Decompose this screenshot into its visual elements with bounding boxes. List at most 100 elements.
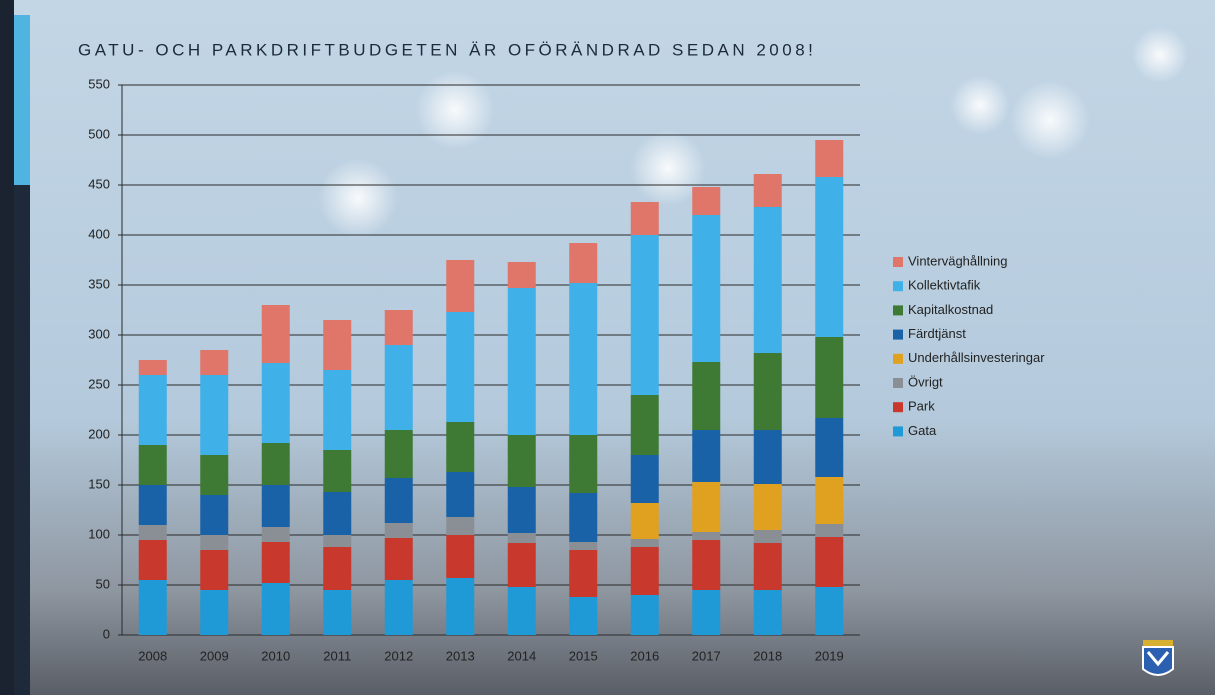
logo <box>1143 640 1173 675</box>
bar-segment <box>385 580 413 635</box>
legend-label: Vinterväghållning <box>908 253 1008 268</box>
accent-bar <box>14 15 30 185</box>
bar-segment <box>446 578 474 635</box>
x-tick-label: 2015 <box>569 648 598 663</box>
bar-segment <box>508 288 536 435</box>
x-tick-label: 2013 <box>446 648 475 663</box>
bar-segment <box>323 370 351 450</box>
legend-label: Gata <box>908 423 937 438</box>
bar-segment <box>323 547 351 590</box>
x-tick-label: 2019 <box>815 648 844 663</box>
bar-segment <box>754 207 782 353</box>
y-tick-label: 450 <box>88 176 110 191</box>
y-tick-label: 150 <box>88 476 110 491</box>
bar-segment <box>323 450 351 492</box>
chart: GATU- OCH PARKDRIFTBUDGETEN ÄR OFÖRÄNDRA… <box>0 0 1215 695</box>
bar-segment <box>815 537 843 587</box>
bar-segment <box>385 310 413 345</box>
bar-segment <box>262 583 290 635</box>
bar-segment <box>262 305 290 363</box>
legend-label: Kapitalkostnad <box>908 302 993 317</box>
legend-label: Park <box>908 399 935 414</box>
y-tick-label: 500 <box>88 126 110 141</box>
bar-segment <box>569 493 597 542</box>
x-tick-label: 2014 <box>507 648 536 663</box>
bar-segment <box>754 174 782 207</box>
bar-segment <box>815 337 843 418</box>
bar-segment <box>385 538 413 580</box>
bar-segment <box>569 550 597 597</box>
bokeh <box>950 75 1010 135</box>
bar-segment <box>508 487 536 533</box>
bar-segment <box>754 543 782 590</box>
bar-segment <box>139 540 167 580</box>
y-tick-label: 100 <box>88 526 110 541</box>
x-tick-label: 2008 <box>138 648 167 663</box>
bar-segment <box>323 492 351 535</box>
bar-segment <box>262 363 290 443</box>
bar-segment <box>446 535 474 578</box>
x-tick-label: 2017 <box>692 648 721 663</box>
y-tick-label: 200 <box>88 426 110 441</box>
bar-segment <box>692 187 720 215</box>
bar-segment <box>200 455 228 495</box>
bar-segment <box>262 443 290 485</box>
bar-segment <box>569 597 597 635</box>
legend-label: Övrigt <box>908 374 943 389</box>
bar-segment <box>754 484 782 530</box>
bokeh <box>1132 27 1188 83</box>
side-strip <box>0 0 14 695</box>
bar-segment <box>569 435 597 493</box>
legend-swatch <box>893 378 903 388</box>
bar-segment <box>139 580 167 635</box>
bar-segment <box>631 503 659 539</box>
bar-segment <box>692 590 720 635</box>
bar-segment <box>508 543 536 587</box>
bar-segment <box>631 595 659 635</box>
bar-segment <box>815 524 843 537</box>
bar-segment <box>139 485 167 525</box>
legend-swatch <box>893 426 903 436</box>
bar-segment <box>262 527 290 542</box>
bar-segment <box>692 362 720 430</box>
y-tick-label: 0 <box>103 626 110 641</box>
bar-segment <box>631 202 659 235</box>
legend-label: Färdtjänst <box>908 326 966 341</box>
x-tick-label: 2010 <box>261 648 290 663</box>
x-tick-label: 2012 <box>384 648 413 663</box>
bar-segment <box>446 312 474 422</box>
bar-segment <box>631 539 659 547</box>
bar-segment <box>446 422 474 472</box>
y-tick-label: 300 <box>88 326 110 341</box>
bar-segment <box>508 262 536 288</box>
legend-swatch <box>893 257 903 267</box>
bar-segment <box>385 345 413 430</box>
bar-segment <box>692 482 720 532</box>
bar-segment <box>262 542 290 583</box>
chart-title: GATU- OCH PARKDRIFTBUDGETEN ÄR OFÖRÄNDRA… <box>78 40 816 59</box>
y-tick-label: 250 <box>88 376 110 391</box>
bar-segment <box>200 350 228 375</box>
legend-label: Kollektivtafik <box>908 278 981 293</box>
bar-segment <box>200 535 228 550</box>
bar-segment <box>323 535 351 547</box>
legend-swatch <box>893 402 903 412</box>
bar-segment <box>139 525 167 540</box>
bar-segment <box>200 495 228 535</box>
bokeh <box>318 158 398 238</box>
bar-segment <box>200 375 228 455</box>
bar-segment <box>446 472 474 517</box>
bar-segment <box>569 542 597 550</box>
bar-segment <box>631 395 659 455</box>
x-tick-label: 2009 <box>200 648 229 663</box>
bar-segment <box>754 353 782 430</box>
bar-segment <box>200 550 228 590</box>
bar-segment <box>569 243 597 283</box>
bar-segment <box>139 360 167 375</box>
bar-segment <box>692 430 720 482</box>
bar-segment <box>569 283 597 435</box>
bar-segment <box>508 435 536 487</box>
bar-segment <box>631 235 659 395</box>
bar-segment <box>446 260 474 312</box>
bar-segment <box>631 455 659 503</box>
